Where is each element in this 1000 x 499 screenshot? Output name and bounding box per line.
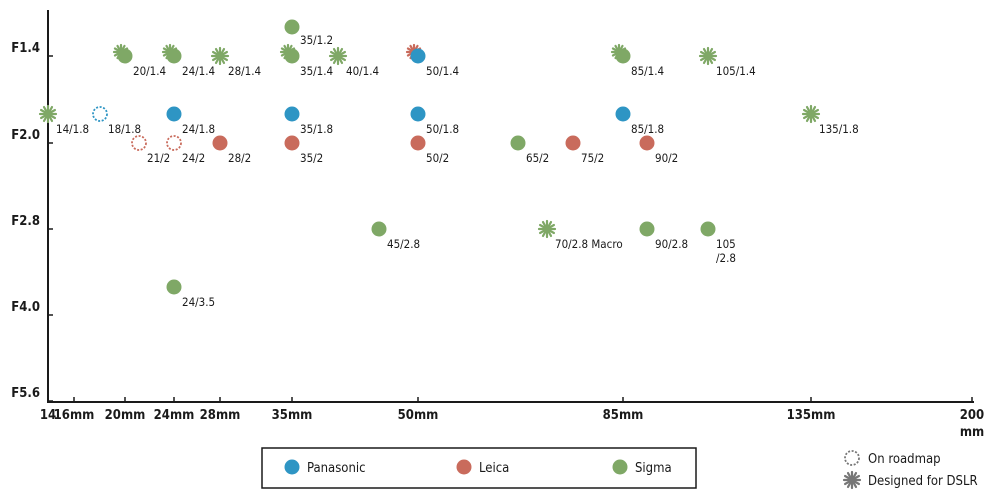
data-point xyxy=(537,219,557,239)
x-tick-label: 200 xyxy=(960,408,984,423)
data-label: 28/1.4 xyxy=(228,64,261,78)
data-label: 24/1.8 xyxy=(182,122,215,136)
data-point xyxy=(410,48,426,64)
data-label: 24/2 xyxy=(182,151,205,165)
legend-marker xyxy=(612,459,628,475)
data-point xyxy=(38,104,58,124)
data-point xyxy=(284,19,300,35)
legend: Panasonic Leica Sigma xyxy=(261,447,697,489)
data-label: 90/2 xyxy=(655,151,678,165)
data-point xyxy=(166,279,182,295)
x-tick-label: 24mm xyxy=(154,408,195,423)
legend-label: Panasonic xyxy=(307,461,366,476)
data-point xyxy=(410,106,426,122)
data-point xyxy=(166,135,182,151)
data-label: 85/1.8 xyxy=(631,122,664,136)
data-point xyxy=(615,106,631,122)
data-label: 28/2 xyxy=(228,151,251,165)
data-point xyxy=(410,135,426,151)
data-label: 70/2.8 Macro xyxy=(555,237,623,251)
data-label: 75/2 xyxy=(581,151,604,165)
data-point xyxy=(371,221,387,237)
x-axis-unit-label: mm xyxy=(960,425,984,440)
y-axis-ticks: F1.4 F2.0 F2.8 F4.0 F5.6 xyxy=(11,41,53,402)
y-tick-label: F1.4 xyxy=(11,41,40,56)
legend-label: Designed for DSLR xyxy=(868,474,978,489)
data-point xyxy=(639,221,655,237)
data-label: 45/2.8 xyxy=(387,237,420,251)
data-points xyxy=(38,19,821,295)
data-label: 50/2 xyxy=(426,151,449,165)
data-point xyxy=(801,104,821,124)
marker-legend: On roadmap Designed for DSLR xyxy=(842,450,978,490)
x-tick-label: 28mm xyxy=(200,408,241,423)
x-tick-label: 135mm xyxy=(787,408,836,423)
y-tick-label: F5.6 xyxy=(11,386,40,401)
x-tick-label: 85mm xyxy=(603,408,644,423)
data-point xyxy=(166,48,182,64)
data-label: 24/1.4 xyxy=(182,64,215,78)
data-point xyxy=(166,106,182,122)
legend-label: Sigma xyxy=(635,461,672,476)
data-label: 90/2.8 xyxy=(655,237,688,251)
data-label: 105/1.4 xyxy=(716,64,756,78)
data-point xyxy=(284,48,300,64)
data-label: 65/2 xyxy=(526,151,549,165)
data-point xyxy=(92,106,108,122)
data-label: 24/3.5 xyxy=(182,295,215,309)
data-point xyxy=(639,135,655,151)
data-label: 35/2 xyxy=(300,151,323,165)
data-label: 40/1.4 xyxy=(346,64,379,78)
data-label: 21/2 xyxy=(147,151,170,165)
data-label: 35/1.8 xyxy=(300,122,333,136)
axes xyxy=(47,10,974,403)
data-labels: 35/1.2 20/1.4 24/1.4 28/1.4 35/1.4 40/1.4 50/1… xyxy=(56,33,859,309)
data-point xyxy=(565,135,581,151)
data-label: 105/2.8 xyxy=(716,237,736,265)
legend-marker xyxy=(842,470,862,490)
x-tick-label: 14 xyxy=(40,408,56,423)
data-label: 20/1.4 xyxy=(133,64,166,78)
legend-label: Leica xyxy=(479,461,509,476)
data-point xyxy=(284,135,300,151)
data-point xyxy=(700,221,716,237)
y-tick-label: F2.0 xyxy=(11,128,40,143)
legend-marker xyxy=(844,450,860,466)
x-tick-label: 35mm xyxy=(272,408,313,423)
data-point xyxy=(117,48,133,64)
legend-marker xyxy=(284,459,300,475)
data-point xyxy=(284,106,300,122)
data-label: 14/1.8 xyxy=(56,122,89,136)
data-label: 50/1.8 xyxy=(426,122,459,136)
data-point xyxy=(131,135,147,151)
y-tick-label: F4.0 xyxy=(11,300,40,315)
legend-label: On roadmap xyxy=(868,452,941,467)
data-label: 35/1.4 xyxy=(300,64,333,78)
y-tick-label: F2.8 xyxy=(11,214,40,229)
data-label: 35/1.2 xyxy=(300,33,333,47)
data-point xyxy=(210,46,230,66)
x-tick-label: 50mm xyxy=(398,408,439,423)
x-tick-label: 20mm xyxy=(105,408,146,423)
data-label: 18/1.8 xyxy=(108,122,141,136)
data-label: 85/1.4 xyxy=(631,64,664,78)
data-point xyxy=(212,135,228,151)
data-label: 135/1.8 xyxy=(819,122,859,136)
data-point xyxy=(615,48,631,64)
data-point xyxy=(698,46,718,66)
data-point xyxy=(328,46,348,66)
data-label: 50/1.4 xyxy=(426,64,459,78)
legend-marker xyxy=(456,459,472,475)
data-point xyxy=(510,135,526,151)
x-tick-label: 16mm xyxy=(54,408,95,423)
